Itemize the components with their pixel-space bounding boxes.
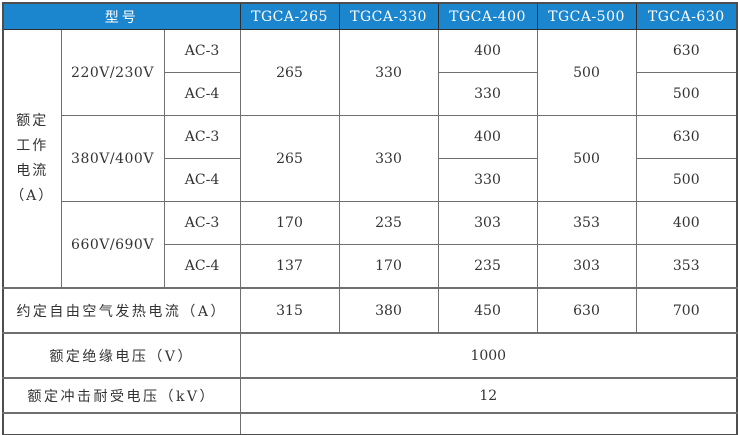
value-cell: 450 — [437, 287, 538, 334]
model-col-tgca-265: TGCA-265 — [239, 2, 340, 30]
impulse-voltage-label: 额定冲击耐受电压（kV） — [2, 377, 241, 414]
insulation-voltage-label: 额定绝缘电压（V） — [2, 332, 241, 379]
value-cell: 265 — [239, 115, 340, 202]
row-380-ac3: 380V/400V AC-3 265 330 400 500 630 — [3, 115, 738, 202]
model-col-tgca-400: TGCA-400 — [437, 2, 538, 30]
row-220-ac4: AC-4 330 500 — [3, 72, 738, 116]
row-220-ac3: 额定 工作 电流 （A） 220V/230V AC-3 265 330 400 … — [2, 29, 738, 289]
value-cell: 400 — [437, 29, 538, 73]
value-cell: 330 — [437, 158, 538, 202]
rated-current-label-line: 工作 — [16, 137, 49, 154]
model-col-tgca-500: TGCA-500 — [536, 2, 637, 30]
row-660-ac3: 660V/690V AC-3 170 235 303 353 400 — [3, 201, 738, 289]
value-cell: 500 — [536, 29, 637, 116]
value-cell: 353 — [635, 244, 738, 289]
row-impulse-voltage: 额定冲击耐受电压（kV） 12 — [2, 377, 738, 414]
value-cell: 630 — [536, 287, 637, 334]
value-cell: 330 — [437, 72, 538, 116]
value-cell: 500 — [635, 72, 738, 116]
table-header-row: 型号 TGCA-265 TGCA-330 TGCA-400 TGCA-500 T… — [2, 2, 738, 30]
row-380-ac4: AC-4 330 500 — [3, 158, 738, 202]
value-cell: 500 — [536, 115, 637, 202]
thermal-current-label: 约定自由空气发热电流（A） — [2, 287, 241, 334]
ac-class-cell: AC-3 — [163, 201, 241, 245]
voltage-cell-660: 660V/690V — [60, 201, 165, 289]
empty-cell — [2, 412, 241, 435]
value-cell: 380 — [338, 287, 439, 334]
row-cutoff — [2, 412, 738, 435]
value-cell: 170 — [338, 244, 439, 289]
row-660-ac4: AC-4 137 170 235 303 353 — [3, 244, 738, 289]
value-cell: 1000 — [239, 332, 738, 379]
value-cell: 12 — [239, 377, 738, 414]
value-cell: 235 — [338, 201, 439, 245]
row-thermal-current: 约定自由空气发热电流（A） 315 380 450 630 700 — [2, 287, 738, 334]
rated-current-label-line: 额定 — [16, 112, 49, 129]
value-cell: 400 — [635, 201, 738, 245]
ac-class-cell: AC-4 — [163, 158, 241, 202]
voltage-cell-380: 380V/400V — [60, 115, 165, 202]
value-cell: 235 — [437, 244, 538, 289]
rated-current-label-line: 电流 — [16, 162, 49, 179]
value-cell: 400 — [437, 115, 538, 159]
value-cell: 500 — [635, 158, 738, 202]
row-insulation-voltage: 额定绝缘电压（V） 1000 — [2, 332, 738, 379]
rated-current-label: 额定 工作 电流 （A） — [2, 29, 62, 289]
model-header-cell: 型号 — [2, 2, 241, 30]
voltage-cell-220: 220V/230V — [60, 29, 165, 116]
value-cell: 330 — [338, 29, 439, 116]
model-col-tgca-330: TGCA-330 — [338, 2, 439, 30]
value-cell: 630 — [635, 29, 738, 73]
ac-class-cell: AC-4 — [163, 72, 241, 116]
empty-cell — [239, 412, 738, 435]
value-cell: 265 — [239, 29, 340, 116]
ac-class-cell: AC-4 — [163, 244, 241, 289]
value-cell: 700 — [635, 287, 738, 334]
value-cell: 170 — [239, 201, 340, 245]
value-cell: 315 — [239, 287, 340, 334]
ac-class-cell: AC-3 — [163, 29, 241, 73]
value-cell: 630 — [635, 115, 738, 159]
model-col-tgca-630: TGCA-630 — [635, 2, 738, 30]
value-cell: 353 — [536, 201, 637, 245]
value-cell: 137 — [239, 244, 340, 289]
value-cell: 303 — [536, 244, 637, 289]
rated-current-label-line: （A） — [10, 187, 55, 204]
ac-class-cell: AC-3 — [163, 115, 241, 159]
value-cell: 330 — [338, 115, 439, 202]
value-cell: 303 — [437, 201, 538, 245]
